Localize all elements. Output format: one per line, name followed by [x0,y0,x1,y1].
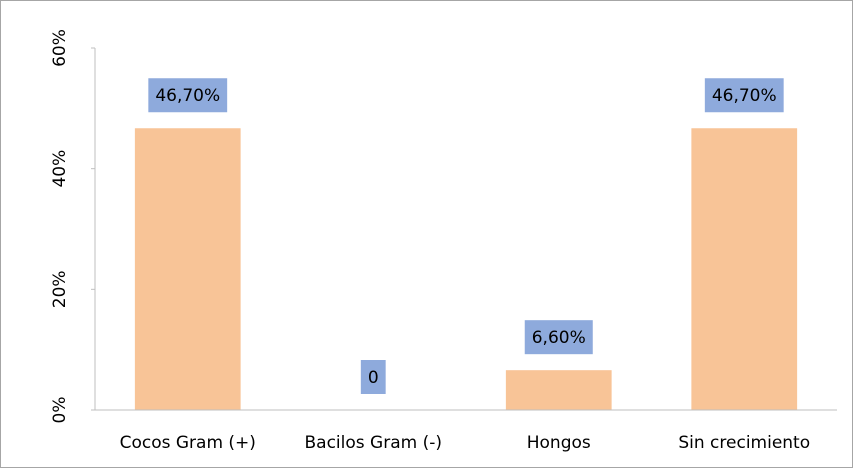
data-label: 0 [368,368,379,388]
data-label: 46,70% [712,86,777,106]
y-tick-label: 60% [50,29,70,67]
y-tick-label: 0% [50,397,70,424]
y-tick-label: 20% [50,270,70,308]
x-tick-label: Sin crecimiento [678,433,810,453]
label-box [360,360,386,394]
label-box [704,78,784,113]
bar [134,128,241,410]
x-tick-label: Hongos [527,433,591,453]
data-label: 46,70% [155,86,220,106]
bar [505,370,612,410]
x-tick-label: Cocos Gram (+) [120,433,256,453]
label-box [524,320,593,355]
data-label: 6,60% [532,328,586,348]
label-box [148,78,228,113]
y-tick-label: 40% [50,150,70,188]
x-tick-label: Bacilos Gram (-) [305,433,442,453]
bar [691,128,798,410]
